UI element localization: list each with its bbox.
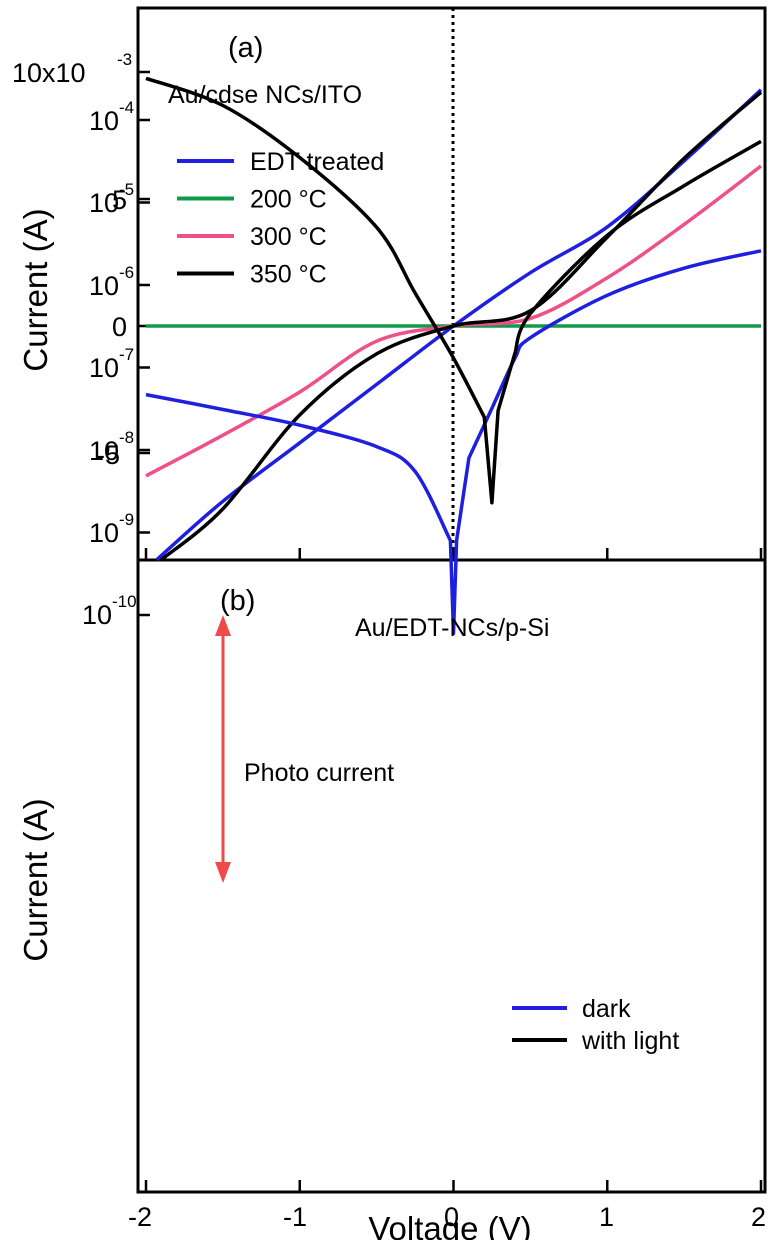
svg-text:10: 10 [89,518,119,548]
panel-b-series [145,76,762,636]
panel-b-ytick-8: 10 -8 [89,428,134,466]
panel-a-legend: EDT treated 200 °C 300 °C 350 °C [177,148,384,289]
series-with-light [145,76,762,505]
panel-b-ytick-4: 10 -4 [89,98,134,136]
panel-b-ytick-10: 10 -10 [82,592,137,630]
panel-b-device-label: Au/EDT-NCs/p-Si [355,614,549,642]
svg-text:-6: -6 [119,263,134,282]
panel-a-device-label: Au/cdse NCs/ITO [168,81,362,109]
xtick-1: 1 [599,1202,614,1232]
svg-text:-7: -7 [119,345,134,364]
panel-a-ticks [138,70,763,560]
x-axis-label: Voltage (V) [368,1210,531,1240]
panel-b-ytick-5: 10 -5 [89,180,134,218]
panel-b-y-axis-label: Current (A) [17,798,54,961]
panel-b-ytick-6: 10 -6 [89,263,134,301]
legend-a-label: 300 °C [250,223,327,251]
panel-a-series [145,88,763,562]
panel-a-ytick-neg5: -5 [96,440,120,470]
svg-text:-9: -9 [119,510,134,529]
svg-text:10: 10 [89,353,119,383]
xtick-0: 0 [444,1202,459,1232]
xtick-neg2: -2 [128,1202,152,1232]
panel-a-ytick-top: 10x10 [12,58,86,88]
panel-a-y-axis-label: Current (A) [17,208,54,371]
photo-current-arrow [215,615,231,883]
panel-a-label: (a) [228,32,263,64]
legend-b-label: dark [582,995,631,1023]
legend-a-label: 350 °C [250,261,327,289]
xtick-neg1: -1 [283,1202,307,1232]
svg-text:10: 10 [89,436,119,466]
svg-text:-5: -5 [119,180,134,199]
svg-text:-10: -10 [112,592,137,611]
series-dark [145,249,762,636]
legend-a-label: 200 °C [250,186,327,214]
legend-a-label: EDT treated [250,148,384,176]
panel-b-legend: dark with light [512,995,679,1055]
svg-text:-8: -8 [119,428,134,447]
panel-b-ytick-7: 10 -7 [89,345,134,383]
photo-current-label: Photo current [244,759,394,787]
panel-b-label: (b) [220,585,255,617]
panel-a-ytick-0: 0 [112,312,127,342]
panel-b-frame [136,558,767,1194]
panel-b-ticks [138,118,763,1192]
xtick-2: 2 [751,1202,766,1232]
panel-a-ytick-top-exponent: -3 [117,50,132,69]
svg-text:10: 10 [82,600,112,630]
svg-text:-4: -4 [119,98,134,117]
series-350c [160,90,763,562]
panel-a-ytick-5: 5 [112,185,127,215]
svg-text:10: 10 [89,106,119,136]
svg-text:10: 10 [89,188,119,218]
svg-text:10: 10 [89,271,119,301]
legend-b-label: with light [581,1027,679,1055]
panel-b-ytick-9: 10 -9 [89,510,134,548]
